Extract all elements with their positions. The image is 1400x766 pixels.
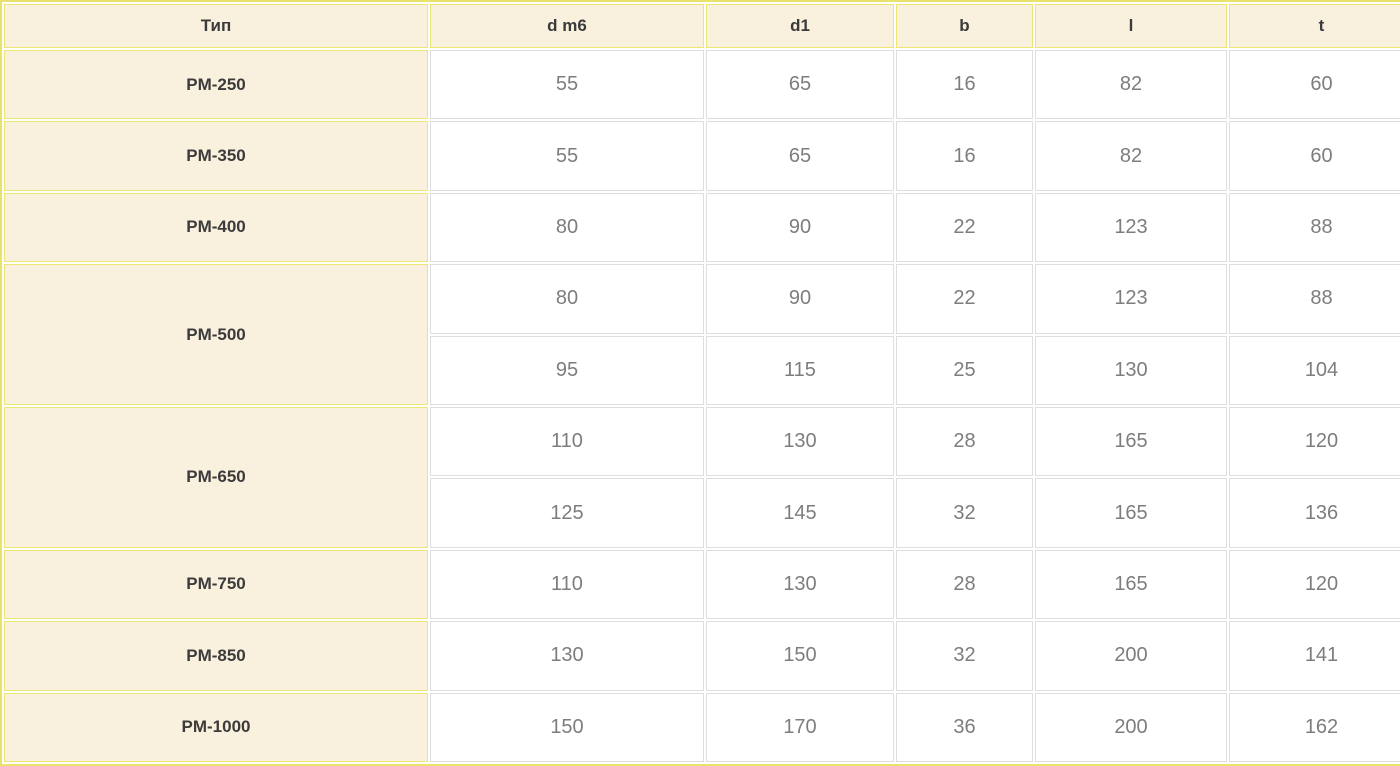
value-cell: 82 [1035,121,1227,191]
value-cell: 165 [1035,549,1227,620]
value-cell: 60 [1229,50,1400,120]
table-row: PM-650 110 130 28 165 120 [4,406,1400,548]
table-row: PM-1000 150 170 36 200 162 [4,692,1400,762]
value-cell: 130 [430,621,704,691]
type-label: PM-250 [4,50,428,120]
column-header-d-m6: d m6 [430,4,704,48]
value-cell: 25 [896,335,1033,405]
value-cell: 125 [430,478,704,548]
header-row: Тип d m6 d1 b l t [4,4,1400,48]
value-cell: 65 [706,50,894,120]
value-cell: 22 [896,264,1033,334]
type-label: PM-500 [4,264,428,405]
column-header-type: Тип [4,4,428,48]
table-row: PM-250 55 65 16 82 60 [4,50,1400,120]
value-cell: 36 [896,692,1033,762]
value-cell: 80 [430,192,704,263]
column-header-d1: d1 [706,4,894,48]
value-cell: 32 [896,478,1033,548]
value-cell: 130 [706,406,894,477]
value-cell: 123 [1035,264,1227,334]
table-row: PM-750 110 130 28 165 120 [4,549,1400,620]
value-cell: 115 [706,335,894,405]
value-cell: 165 [1035,406,1227,477]
value-cell: 200 [1035,621,1227,691]
value-cell: 200 [1035,692,1227,762]
table-row: PM-350 55 65 16 82 60 [4,121,1400,191]
type-label: PM-850 [4,621,428,691]
value-cell: 120 [1229,406,1400,477]
value-cell: 60 [1229,121,1400,191]
value-cell: 150 [430,692,704,762]
value-cell: 80 [430,264,704,334]
table-row: PM-400 80 90 22 123 88 [4,192,1400,263]
type-label: PM-400 [4,192,428,263]
value-cell: 141 [1229,621,1400,691]
value-cell: 16 [896,50,1033,120]
value-cell: 130 [706,549,894,620]
value-cell: 90 [706,192,894,263]
value-cell: 55 [430,50,704,120]
value-cell: 130 [1035,335,1227,405]
value-cell: 28 [896,549,1033,620]
value-cell: 55 [430,121,704,191]
column-header-b: b [896,4,1033,48]
value-cell: 110 [430,406,704,477]
table-row: 95 115 25 130 104 [4,335,1400,405]
value-cell: 120 [1229,549,1400,620]
value-cell: 150 [706,621,894,691]
type-label: PM-1000 [4,692,428,762]
value-cell: 32 [896,621,1033,691]
column-header-l: l [1035,4,1227,48]
value-cell: 22 [896,192,1033,263]
value-cell: 82 [1035,50,1227,120]
value-cell: 104 [1229,335,1400,405]
type-label: PM-350 [4,121,428,191]
table-row: PM-850 130 150 32 200 141 [4,621,1400,691]
value-cell: 95 [430,335,704,405]
value-cell: 162 [1229,692,1400,762]
value-cell: 145 [706,478,894,548]
value-cell: 165 [1035,478,1227,548]
type-label: PM-650 [4,406,428,548]
value-cell: 28 [896,406,1033,477]
value-cell: 110 [430,549,704,620]
value-cell: 90 [706,264,894,334]
value-cell: 88 [1229,192,1400,263]
value-cell: 16 [896,121,1033,191]
type-label: PM-750 [4,549,428,620]
value-cell: 123 [1035,192,1227,263]
value-cell: 170 [706,692,894,762]
value-cell: 88 [1229,264,1400,334]
table-row: PM-500 80 90 22 123 88 [4,264,1400,405]
value-cell: 136 [1229,478,1400,548]
column-header-t: t [1229,4,1400,48]
value-cell: 65 [706,121,894,191]
table-row: 125 145 32 165 136 [4,478,1400,548]
